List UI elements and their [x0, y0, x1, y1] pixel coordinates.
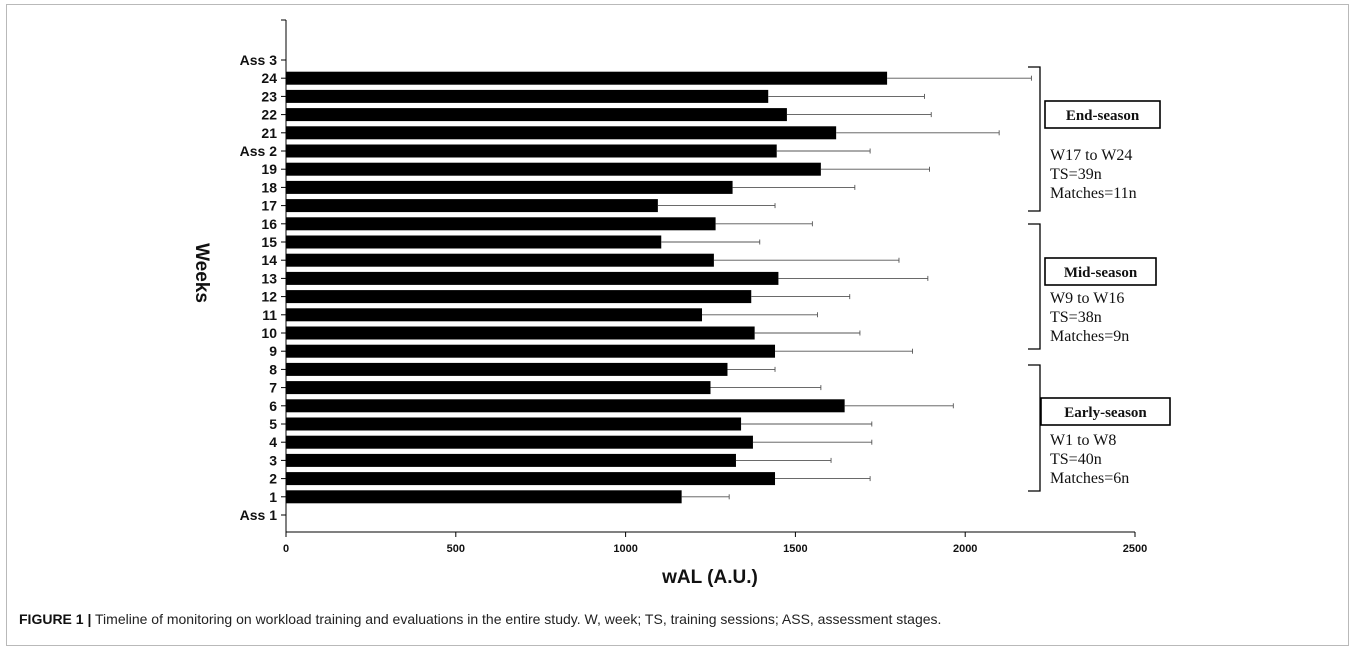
bar	[286, 144, 777, 158]
phase-info-line: W1 to W8	[1050, 432, 1116, 449]
phase-info-line: W17 to W24	[1050, 147, 1132, 164]
bar	[286, 417, 742, 431]
x-tick-label: 1500	[783, 543, 807, 555]
caption-text: Timeline of monitoring on workload train…	[91, 611, 942, 627]
y-tick-label: 19	[261, 161, 277, 177]
bar	[286, 235, 662, 249]
phase-title-box	[1044, 257, 1157, 286]
x-axis-title: wAL (A.U.)	[661, 567, 758, 588]
bar	[286, 362, 728, 376]
bar	[286, 308, 703, 322]
y-tick-label: Ass 1	[240, 507, 278, 523]
bar	[286, 435, 753, 449]
y-axis-title: Weeks	[191, 243, 212, 303]
phase-bracket	[1028, 66, 1041, 212]
y-tick-label: 16	[261, 216, 277, 232]
y-tick-label: 15	[261, 234, 277, 250]
bar	[286, 290, 752, 304]
y-tick-label: Ass 3	[240, 52, 278, 68]
y-tick-label: 1	[269, 489, 277, 505]
bars-layer	[286, 71, 1032, 504]
phase-title-box	[1040, 397, 1171, 426]
y-tick-label: 8	[269, 361, 277, 377]
bar	[286, 108, 787, 122]
x-tick-label: 0	[283, 543, 289, 555]
phase-bracket	[1028, 364, 1041, 492]
y-tick-label: 10	[261, 325, 277, 341]
bar	[286, 217, 716, 231]
phase-info-line: Matches=11n	[1050, 185, 1137, 202]
bar	[286, 344, 776, 358]
y-tick-label: 13	[261, 270, 277, 286]
phase-title: Mid-season	[1064, 265, 1138, 281]
y-tick-label: 3	[269, 452, 277, 468]
caption-label: FIGURE 1 |	[19, 611, 92, 627]
y-tick-label: 9	[269, 343, 277, 359]
phase-early-season: Early-season W1 to W8 TS=40n Matches=6n	[1028, 364, 1171, 492]
y-tick-label: 6	[269, 398, 277, 414]
bar	[286, 326, 755, 340]
y-tick-label: 12	[261, 289, 277, 305]
y-tick-label: 14	[261, 252, 277, 268]
x-tick-label: 2000	[953, 543, 977, 555]
x-tick-label: 2500	[1123, 543, 1147, 555]
bar	[286, 453, 736, 467]
phase-title: Early-season	[1064, 405, 1147, 421]
figure-caption: FIGURE 1 | Timeline of monitoring on wor…	[19, 611, 1339, 627]
x-tick-label: 500	[447, 543, 465, 555]
phase-title-box	[1044, 100, 1161, 129]
y-tick-label: 5	[269, 416, 277, 432]
y-tick-label: 11	[262, 307, 277, 323]
phase-annotations: End-season W17 to W24 TS=39n Matches=11n Mid…	[1028, 66, 1171, 492]
bar	[286, 71, 888, 85]
bar	[286, 162, 821, 176]
phase-info-line: TS=38n	[1050, 309, 1102, 326]
figure-frame	[6, 4, 1349, 646]
phase-title: End-season	[1066, 108, 1140, 124]
bar	[286, 180, 733, 194]
y-tick-label: 17	[261, 198, 277, 214]
y-tick-label: 4	[269, 434, 277, 450]
y-tick-label: 24	[261, 70, 277, 86]
phase-info-line: Matches=9n	[1050, 328, 1129, 345]
bar	[286, 253, 714, 267]
phase-info-line: W9 to W16	[1050, 290, 1124, 307]
y-tick-label: 7	[269, 380, 277, 396]
y-tick-label: 22	[261, 107, 277, 123]
bar	[286, 271, 779, 285]
phase-bracket	[1028, 223, 1041, 350]
phase-end-season: End-season W17 to W24 TS=39n Matches=11n	[1028, 66, 1161, 212]
phase-mid-season: Mid-season W9 to W16 TS=38n Matches=9n	[1028, 223, 1157, 350]
y-tick-label: 23	[261, 88, 277, 104]
y-tick-label: Ass 2	[240, 143, 278, 159]
bar	[286, 490, 682, 504]
y-tick-label: 2	[269, 471, 277, 487]
y-tick-label: 21	[261, 125, 277, 141]
bar	[286, 381, 711, 395]
bar	[286, 126, 837, 140]
bar	[286, 472, 776, 486]
phase-info-line: Matches=6n	[1050, 470, 1129, 487]
y-tick-label: 18	[261, 179, 277, 195]
bar	[286, 199, 658, 213]
bar	[286, 89, 769, 103]
x-tick-label: 1000	[613, 543, 637, 555]
phase-info-line: TS=39n	[1050, 166, 1102, 183]
bar	[286, 399, 845, 413]
phase-info-line: TS=40n	[1050, 451, 1102, 468]
